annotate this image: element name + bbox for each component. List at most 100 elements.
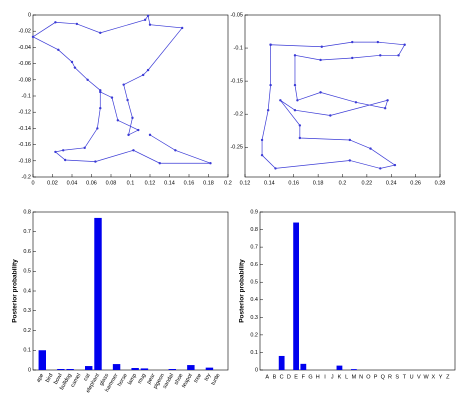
point (99, 106, 102, 110)
point (127, 133, 130, 137)
point (348, 138, 352, 142)
point (122, 83, 125, 86)
x-tick-label: glass (99, 373, 111, 387)
point (83, 146, 86, 150)
y-tick-label: 0 (28, 12, 31, 18)
x-tick-label: 0.04 (67, 180, 78, 186)
trajectory-line (32, 14, 211, 164)
x-tick-label: S (395, 374, 399, 380)
x-tick-label: P (374, 374, 378, 380)
x-tick-label: pear (146, 373, 157, 386)
y-tick-label: -0.18 (18, 158, 31, 164)
point (94, 160, 97, 163)
axes-box (244, 14, 441, 178)
x-tick-label: X (431, 374, 435, 380)
bar (38, 350, 46, 370)
point (320, 45, 323, 48)
point (260, 138, 264, 142)
bar (205, 367, 214, 370)
y-tick-label: -0.08 (18, 77, 31, 83)
trajectory-line (261, 41, 406, 169)
point (62, 149, 65, 152)
bar (85, 366, 93, 370)
point (293, 54, 297, 57)
point (146, 68, 150, 72)
x-tick-label: toy (204, 373, 213, 383)
point (99, 90, 102, 94)
x-tick-label: 0.2 (224, 180, 232, 186)
x-tick-label: 0.02 (47, 180, 58, 186)
x-tick-label: C (280, 374, 284, 380)
point (146, 14, 150, 18)
x-tick-label: V (417, 374, 421, 380)
axes-box (259, 211, 456, 371)
bar (112, 364, 121, 370)
point (383, 107, 387, 110)
x-tick-label: E (294, 374, 298, 380)
point (54, 21, 57, 24)
y-tick-label: 0.3 (250, 315, 258, 321)
x-tick-label: 0.16 (184, 180, 195, 186)
bar (66, 369, 74, 370)
point (54, 150, 57, 154)
point (116, 119, 120, 122)
bar (168, 369, 176, 370)
x-tick-label: cat (83, 372, 92, 382)
point (269, 43, 272, 46)
x-tick-label: 0.18 (313, 180, 324, 186)
axes-box (32, 211, 229, 371)
x-tick-label: U (410, 374, 414, 380)
point (298, 124, 302, 127)
y-tick-label: -0.04 (18, 45, 31, 51)
bar (131, 368, 139, 370)
bar (293, 222, 299, 370)
point (141, 73, 145, 77)
point (131, 116, 134, 120)
x-tick-label: M (352, 374, 357, 380)
bar (57, 369, 65, 370)
point (393, 163, 397, 167)
bar (187, 365, 195, 370)
x-tick-label: 0.06 (86, 180, 97, 186)
y-tick-label: 0.5 (250, 280, 258, 286)
x-tick-label: 0.12 (145, 180, 156, 186)
x-tick-label: G (308, 374, 312, 380)
point (96, 127, 99, 130)
bar (278, 355, 285, 370)
point (329, 114, 332, 117)
point (397, 54, 400, 57)
x-tick-label: 0.22 (362, 180, 373, 186)
bar (336, 365, 343, 370)
x-tick-label: B (273, 374, 277, 380)
x-tick-label: Q (381, 374, 386, 380)
x-tick-label: R (388, 374, 392, 380)
point (351, 40, 354, 44)
point (86, 78, 89, 82)
y-tick-label: 0.2 (23, 328, 31, 334)
bar (351, 369, 357, 370)
point (63, 158, 67, 162)
x-tick-label: mug (137, 373, 148, 385)
axes-box (32, 14, 229, 178)
x-tick-label: bowl (53, 373, 64, 386)
y-axis-label: Posterior probability (12, 259, 19, 323)
x-tick-label: lamp (127, 373, 138, 386)
x-tick-label: bird (45, 373, 55, 384)
x-tick-label: 0.24 (386, 180, 397, 186)
y-tick-label: 0.8 (23, 209, 31, 215)
point (379, 167, 382, 170)
y-tick-label: 0 (255, 367, 258, 373)
y-tick-label: 0.4 (250, 297, 258, 303)
point (386, 99, 389, 102)
y-tick-label: -0.12 (18, 110, 31, 116)
x-tick-label: 0.28 (435, 180, 446, 186)
y-axis-label: Posterior probability (239, 259, 246, 323)
point (143, 18, 147, 22)
y-tick-label: 0.7 (23, 229, 31, 235)
x-tick-label: 0.18 (203, 180, 214, 186)
point (174, 149, 177, 152)
x-tick-label: shoe (173, 373, 184, 386)
x-tick-label: tree (193, 373, 203, 384)
point (296, 99, 299, 102)
